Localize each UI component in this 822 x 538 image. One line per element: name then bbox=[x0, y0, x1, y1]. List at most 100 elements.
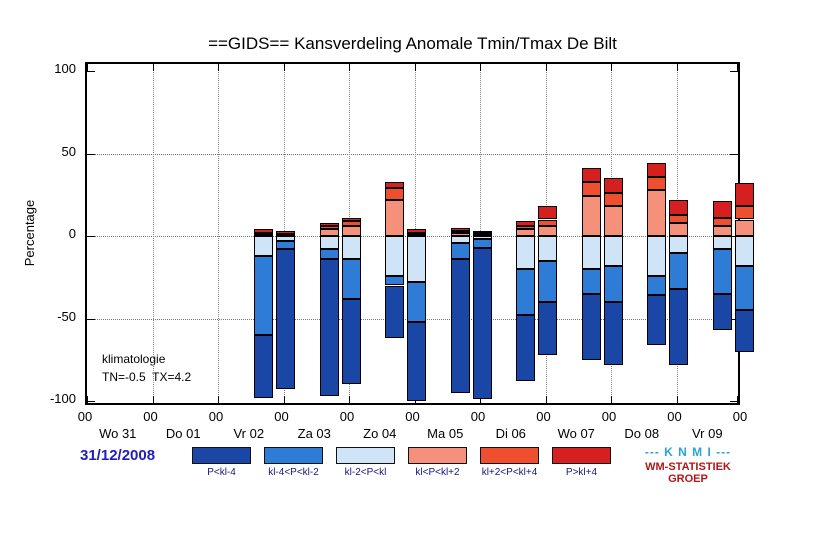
bar-segment bbox=[603, 236, 623, 266]
bar-segment bbox=[407, 236, 427, 283]
bar-segment bbox=[341, 236, 361, 260]
axis-tick-x bbox=[349, 64, 350, 71]
bar-segment bbox=[647, 189, 667, 236]
bar-segment bbox=[385, 181, 405, 189]
axis-tick-y bbox=[730, 401, 738, 402]
climatology-note-line2: TN=-0.5 TX=4.2 bbox=[102, 370, 192, 384]
day-label: Do 08 bbox=[624, 426, 660, 441]
bar-segment bbox=[734, 183, 754, 207]
axis-tick-y bbox=[87, 71, 95, 72]
bar-segment bbox=[450, 236, 470, 243]
legend-swatch bbox=[408, 447, 467, 464]
day-label: Vr 09 bbox=[691, 426, 723, 441]
hour-tick-label: 00 bbox=[601, 409, 617, 424]
bar-segment bbox=[407, 232, 427, 235]
legend-item: kl+2<P<kl+4 bbox=[480, 447, 539, 478]
bar-segment bbox=[341, 298, 361, 385]
bar-segment bbox=[647, 176, 667, 190]
bar-segment bbox=[712, 201, 732, 218]
legend-swatch bbox=[336, 447, 395, 464]
climatology-note-line1: klimatologie bbox=[102, 352, 166, 366]
bar-segment bbox=[407, 229, 427, 233]
bar-segment bbox=[450, 259, 470, 393]
legend-item: kl-4<P<kl-2 bbox=[264, 447, 323, 478]
bar-segment bbox=[647, 163, 667, 177]
bar-segment bbox=[516, 315, 536, 382]
axis-tick-x bbox=[152, 64, 154, 71]
y-tick-label: -100 bbox=[49, 391, 76, 406]
bar-segment bbox=[581, 269, 601, 294]
axis-tick-x bbox=[283, 396, 285, 403]
gridline-h bbox=[87, 153, 738, 155]
bar-segment bbox=[516, 229, 536, 236]
axis-tick-x bbox=[218, 396, 219, 403]
day-label: Wo 31 bbox=[99, 426, 137, 441]
day-label: Do 01 bbox=[165, 426, 201, 441]
bar-segment bbox=[712, 217, 732, 227]
hour-tick-label: 00 bbox=[208, 409, 224, 424]
hour-tick-label: 00 bbox=[405, 409, 420, 424]
bar-segment bbox=[734, 265, 754, 311]
bar-segment bbox=[734, 219, 754, 236]
y-tick-label: -50 bbox=[57, 308, 76, 324]
hour-tick-label: 00 bbox=[667, 409, 682, 424]
axis-tick-x bbox=[676, 64, 678, 71]
hour-tick-label: 00 bbox=[143, 409, 158, 424]
axis-tick-x bbox=[611, 396, 612, 403]
bar-segment bbox=[472, 232, 492, 235]
hour-tick-label: 00 bbox=[732, 409, 748, 424]
bar-segment bbox=[319, 249, 339, 260]
bar-segment bbox=[516, 269, 536, 316]
bar-segment bbox=[538, 236, 558, 261]
bar-segment bbox=[669, 214, 689, 223]
axis-tick-x bbox=[676, 396, 678, 403]
gridline-v bbox=[218, 64, 219, 403]
bar-segment bbox=[472, 247, 492, 400]
day-label: Ma 05 bbox=[427, 426, 464, 441]
y-tick-label: 0 bbox=[68, 226, 76, 241]
hour-tick-label: 00 bbox=[77, 409, 93, 424]
bar-segment bbox=[516, 221, 536, 227]
axis-tick-x bbox=[480, 64, 481, 71]
bar-segment bbox=[472, 239, 492, 248]
bar-segment bbox=[712, 293, 732, 331]
bar-segment bbox=[450, 227, 470, 232]
legend-swatch bbox=[192, 447, 251, 464]
axis-tick-y bbox=[87, 236, 95, 237]
chart-title: ==GIDS== Kansverdeling Anomale Tmin/Tmax… bbox=[208, 34, 617, 53]
bar-segment bbox=[341, 259, 361, 299]
legend-item: kl-2<P<kl bbox=[336, 447, 395, 478]
legend-item: P<kl-4 bbox=[192, 447, 251, 478]
bar-segment bbox=[581, 236, 601, 269]
legend-swatch bbox=[552, 447, 611, 464]
bar-segment bbox=[538, 226, 558, 236]
legend-label: P>kl+4 bbox=[565, 467, 598, 478]
bar-segment bbox=[385, 199, 405, 236]
groep-label: GROEP bbox=[668, 473, 708, 485]
bar-segment bbox=[319, 236, 339, 250]
hour-tick-label: 00 bbox=[339, 409, 355, 424]
bar-segment bbox=[516, 226, 536, 230]
bar-segment bbox=[712, 226, 732, 236]
legend-swatch bbox=[480, 447, 539, 464]
bar-segment bbox=[407, 321, 427, 401]
bar-segment bbox=[341, 221, 361, 227]
bar-segment bbox=[254, 229, 274, 233]
y-tick-label: 100 bbox=[54, 61, 76, 76]
hour-tick-label: 00 bbox=[274, 409, 289, 424]
bar-segment bbox=[581, 168, 601, 182]
bar-segment bbox=[407, 282, 427, 322]
legend-label: kl<P<kl+2 bbox=[415, 467, 460, 478]
axis-tick-x bbox=[87, 64, 88, 71]
day-label: Vr 02 bbox=[233, 426, 265, 441]
bar-segment bbox=[669, 199, 689, 215]
bar-segment bbox=[669, 222, 689, 236]
day-label: Zo 04 bbox=[363, 426, 397, 441]
hour-tick-label: 00 bbox=[536, 409, 551, 424]
axis-tick-x bbox=[152, 396, 154, 403]
legend-item: kl<P<kl+2 bbox=[408, 447, 467, 478]
axis-tick-x bbox=[283, 64, 285, 71]
bar-segment bbox=[341, 226, 361, 236]
legend-item: P>kl+4 bbox=[552, 447, 611, 478]
